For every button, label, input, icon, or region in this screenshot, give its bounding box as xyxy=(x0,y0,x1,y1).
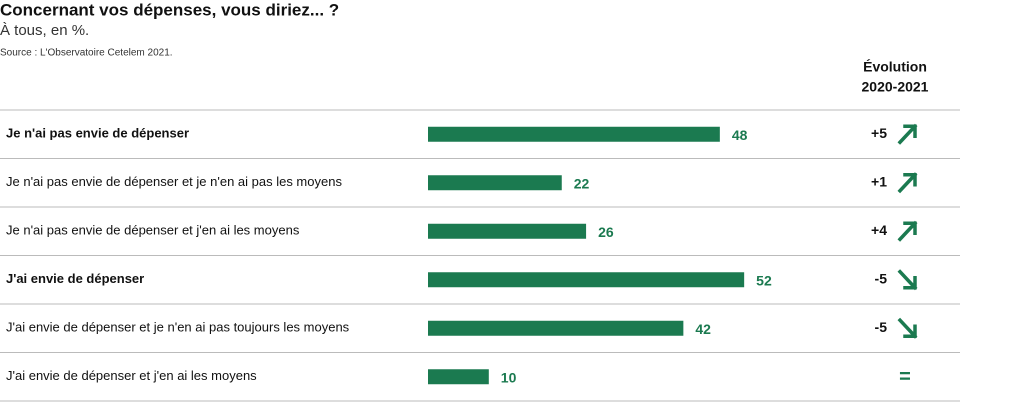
bar xyxy=(428,272,745,288)
category-label: J'ai envie de dépenser xyxy=(6,271,144,286)
arrow-shape xyxy=(897,172,918,194)
value-label: 48 xyxy=(732,127,748,143)
bar xyxy=(428,369,489,385)
category-label: Je n'ai pas envie de dépenser et j'en ai… xyxy=(6,223,300,238)
value-label: 26 xyxy=(598,224,614,240)
bar xyxy=(428,175,562,191)
evolution-arrow xyxy=(897,220,918,242)
category-label: Je n'ai pas envie de dépenser et je n'en… xyxy=(6,174,342,189)
value-label: 42 xyxy=(695,321,711,337)
evolution-label: +4 xyxy=(871,222,887,238)
arrow-shape xyxy=(897,317,918,339)
source: Source : L'Observatoire Cetelem 2021. xyxy=(0,48,173,59)
evolution-label: -5 xyxy=(875,319,888,335)
arrow-shape xyxy=(897,269,918,291)
value-label: 52 xyxy=(756,272,772,288)
evolution-label: = xyxy=(899,366,911,388)
evolution-header: Évolution xyxy=(863,59,927,75)
subtitle: À tous, en %. xyxy=(0,22,89,39)
evolution-label: +1 xyxy=(871,173,887,189)
evolution-label: +5 xyxy=(871,125,887,141)
bar xyxy=(428,126,720,142)
evolution-arrow xyxy=(897,123,918,145)
chart-title: Concernant vos dépenses, vous diriez... … xyxy=(0,0,339,19)
value-label: 22 xyxy=(574,175,590,191)
evolution-arrow xyxy=(897,172,918,194)
evolution-header: 2020-2021 xyxy=(862,79,929,95)
evolution-arrow xyxy=(897,317,918,339)
evolution-label: -5 xyxy=(875,270,888,286)
category-label: Je n'ai pas envie de dépenser xyxy=(6,126,189,141)
bar xyxy=(428,223,587,239)
arrow-shape xyxy=(897,123,918,145)
arrow-shape xyxy=(897,220,918,242)
category-label: J'ai envie de dépenser et j'en ai les mo… xyxy=(6,368,257,383)
bar xyxy=(428,320,684,336)
evolution-arrow xyxy=(897,269,918,291)
value-label: 10 xyxy=(501,369,517,385)
category-label: J'ai envie de dépenser et je n'en ai pas… xyxy=(6,320,350,335)
